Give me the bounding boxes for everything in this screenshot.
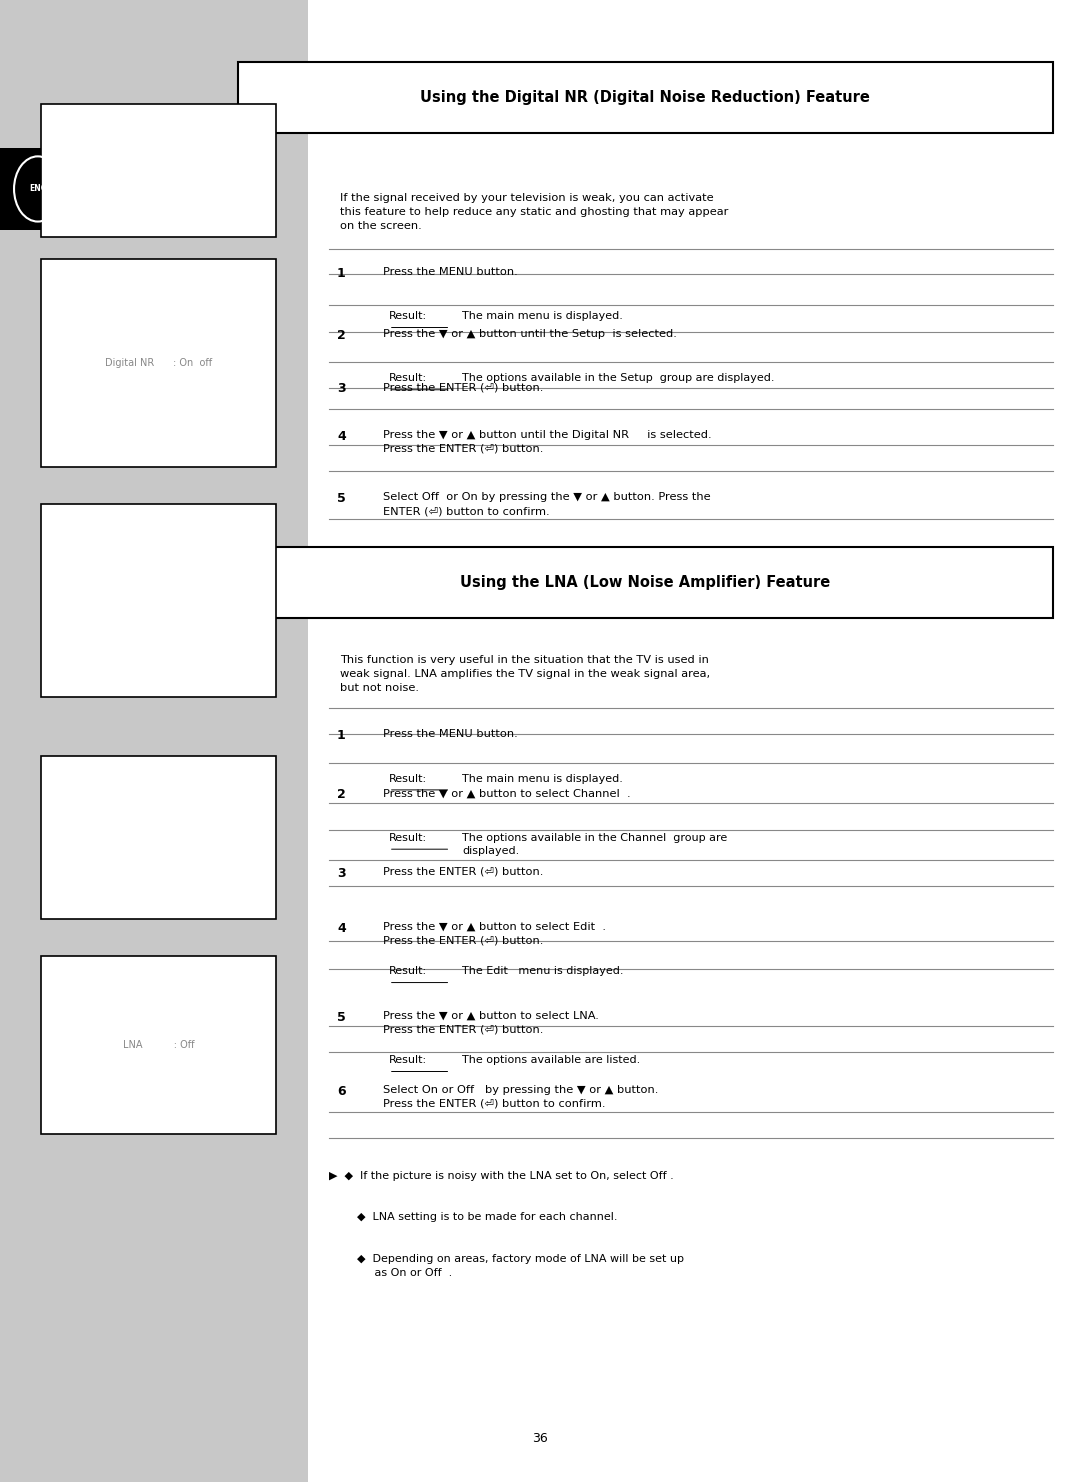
Text: Press the ▼ or ▲ button to select Channel  .: Press the ▼ or ▲ button to select Channe… (383, 788, 631, 799)
Text: The options available in the Setup  group are displayed.: The options available in the Setup group… (462, 373, 774, 384)
FancyBboxPatch shape (238, 547, 1053, 618)
Text: ◆  LNA setting is to be made for each channel.: ◆ LNA setting is to be made for each cha… (329, 1212, 618, 1223)
Text: 5: 5 (337, 1011, 346, 1024)
Text: Press the ENTER (⏎) button.: Press the ENTER (⏎) button. (383, 867, 543, 877)
FancyBboxPatch shape (41, 104, 276, 237)
Text: 36: 36 (532, 1432, 548, 1445)
FancyBboxPatch shape (41, 956, 276, 1134)
Text: ▶  ◆  If the picture is noisy with the LNA set to On, select Off .: ▶ ◆ If the picture is noisy with the LNA… (329, 1171, 674, 1181)
Text: 4: 4 (337, 430, 346, 443)
Text: Press the MENU button.: Press the MENU button. (383, 267, 518, 277)
Text: The main menu is displayed.: The main menu is displayed. (462, 774, 623, 784)
Text: This function is very useful in the situation that the TV is used in
weak signal: This function is very useful in the situ… (340, 655, 711, 694)
Text: Result:: Result: (389, 311, 427, 322)
Text: Press the ▼ or ▲ button until the Digital NR     is selected.
Press the ENTER (⏎: Press the ▼ or ▲ button until the Digita… (383, 430, 712, 453)
Text: The options available are listed.: The options available are listed. (462, 1055, 640, 1066)
Text: Press the ▼ or ▲ button to select LNA.
Press the ENTER (⏎) button.: Press the ▼ or ▲ button to select LNA. P… (383, 1011, 599, 1034)
Text: The main menu is displayed.: The main menu is displayed. (462, 311, 623, 322)
Text: The Edit   menu is displayed.: The Edit menu is displayed. (462, 966, 624, 977)
Text: Press the ▼ or ▲ button to select Edit  .
Press the ENTER (⏎) button.: Press the ▼ or ▲ button to select Edit .… (383, 922, 606, 946)
Text: Result:: Result: (389, 966, 427, 977)
Text: 5: 5 (337, 492, 346, 505)
Text: The options available in the Channel  group are
displayed.: The options available in the Channel gro… (462, 833, 728, 857)
Text: Press the MENU button.: Press the MENU button. (383, 729, 518, 740)
Text: 6: 6 (337, 1085, 346, 1098)
Text: 1: 1 (337, 729, 346, 742)
FancyBboxPatch shape (0, 148, 76, 230)
Text: Select On or Off   by pressing the ▼ or ▲ button.
Press the ENTER (⏎) button to : Select On or Off by pressing the ▼ or ▲ … (383, 1085, 659, 1109)
FancyBboxPatch shape (238, 62, 1053, 133)
Text: Result:: Result: (389, 373, 427, 384)
Text: ◆  Depending on areas, factory mode of LNA will be set up
             as On or : ◆ Depending on areas, factory mode of LN… (329, 1254, 685, 1277)
FancyBboxPatch shape (41, 504, 276, 697)
Text: 2: 2 (337, 788, 346, 802)
Text: Using the Digital NR (Digital Noise Reduction) Feature: Using the Digital NR (Digital Noise Redu… (420, 90, 870, 105)
FancyBboxPatch shape (41, 756, 276, 919)
FancyBboxPatch shape (0, 0, 308, 1482)
Text: Press the ENTER (⏎) button.: Press the ENTER (⏎) button. (383, 382, 543, 393)
FancyBboxPatch shape (41, 259, 276, 467)
Text: Select Off  or On by pressing the ▼ or ▲ button. Press the
ENTER (⏎) button to c: Select Off or On by pressing the ▼ or ▲ … (383, 492, 711, 516)
Text: Using the LNA (Low Noise Amplifier) Feature: Using the LNA (Low Noise Amplifier) Feat… (460, 575, 831, 590)
Text: ENG: ENG (29, 184, 46, 194)
Text: 4: 4 (337, 922, 346, 935)
Text: 2: 2 (337, 329, 346, 342)
Text: Result:: Result: (389, 833, 427, 843)
Text: Result:: Result: (389, 774, 427, 784)
Text: 3: 3 (337, 382, 346, 396)
Text: If the signal received by your television is weak, you can activate
this feature: If the signal received by your televisio… (340, 193, 729, 231)
Text: Press the ▼ or ▲ button until the Setup  is selected.: Press the ▼ or ▲ button until the Setup … (383, 329, 677, 339)
Polygon shape (211, 1426, 265, 1455)
Text: Result:: Result: (389, 1055, 427, 1066)
Text: LNA          : Off: LNA : Off (123, 1040, 194, 1049)
Text: 1: 1 (337, 267, 346, 280)
Text: Digital NR      : On  off: Digital NR : On off (105, 359, 213, 368)
Text: 3: 3 (337, 867, 346, 880)
